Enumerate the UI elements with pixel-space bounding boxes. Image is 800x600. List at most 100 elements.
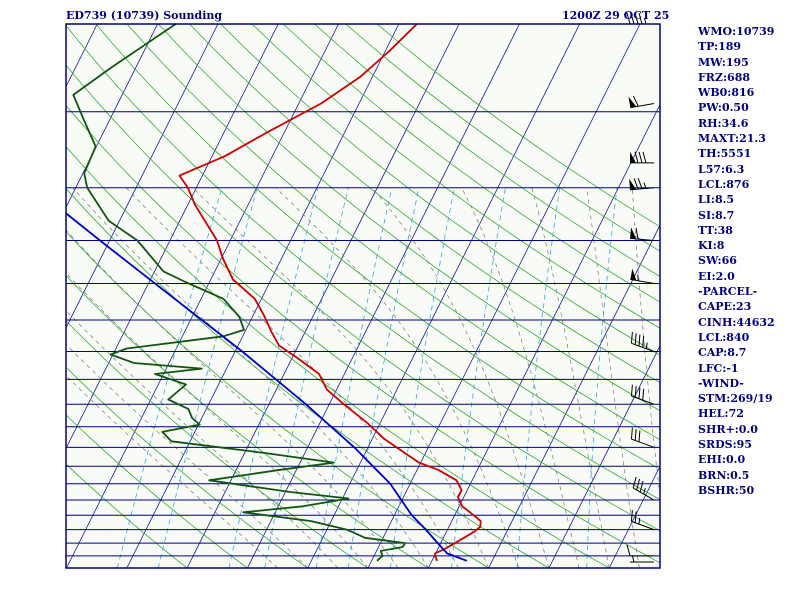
- index-item: CINH:44632: [698, 315, 775, 329]
- index-item: WB0:816: [698, 86, 755, 100]
- wind-barb-flag: [626, 12, 631, 25]
- wind-barb-flag: [634, 385, 637, 398]
- wind-barb-flag: [630, 427, 633, 440]
- index-item: L57:6.3: [698, 162, 745, 176]
- wind-barb-staff: [630, 278, 655, 285]
- index-item: LCL:876: [698, 177, 750, 191]
- wind-barb-pennant: [629, 178, 637, 190]
- wind-barb-flag: [637, 177, 643, 189]
- wind-barb-flag: [642, 336, 645, 348]
- wind-barb-half-flag: [632, 555, 635, 563]
- isotherm-line: [66, 24, 339, 568]
- wind-barb-half-flag: [643, 487, 646, 495]
- moist-adiabat-line: [371, 187, 550, 568]
- wind-barb-flag: [639, 480, 644, 493]
- mixing-ratio-line: [315, 187, 393, 568]
- mixing-ratio-line: [390, 187, 455, 568]
- wind-barb: [630, 427, 655, 448]
- wind-barb: [632, 476, 655, 501]
- wind-barb-flag: [638, 151, 643, 163]
- wind-barb-flag: [638, 334, 641, 347]
- wind-barb-flag: [626, 544, 631, 557]
- index-item: MAXT:21.3: [698, 132, 766, 146]
- wind-barb-half-flag: [638, 517, 641, 525]
- wind-barb-flag: [642, 151, 647, 163]
- index-item: SRDS:95: [698, 438, 752, 452]
- wind-barb-flag: [642, 388, 645, 401]
- isotherm-line: [608, 465, 660, 568]
- index-item: LCL:840: [698, 330, 750, 344]
- index-item: SW:66: [698, 254, 737, 268]
- wind-barb: [630, 509, 655, 531]
- index-item: SI:8.7: [698, 208, 735, 222]
- index-item: TT:38: [698, 223, 733, 237]
- index-item: FRZ:688: [698, 70, 751, 84]
- wind-barb-pennant: [628, 96, 637, 108]
- wind-barb-half-flag: [644, 17, 647, 25]
- isotherm-line: [66, 24, 279, 450]
- isotherm-line: [66, 24, 219, 329]
- chart-title: ED739 (10739) Sounding: [66, 9, 223, 22]
- isotherm-line: [488, 224, 660, 568]
- isotherm-line: [126, 24, 400, 568]
- moist-adiabat-line: [66, 374, 278, 568]
- wind-barb-flag: [634, 12, 639, 25]
- wind-barb-pennant: [630, 268, 637, 281]
- isotherm-line: [367, 24, 641, 568]
- index-item: EI:2.0: [698, 269, 735, 283]
- wind-barb-flag: [634, 429, 637, 441]
- index-item: WMO:10739: [698, 25, 775, 38]
- isotherm-line: [427, 103, 660, 568]
- moist-adiabat-line: [461, 187, 580, 568]
- index-item: LI:8.5: [698, 193, 735, 207]
- wind-barb: [629, 177, 655, 191]
- isotherm-line: [0, 24, 37, 568]
- index-item: CAP:8.7: [698, 346, 747, 360]
- wind-barb-flag: [636, 478, 641, 491]
- wind-barb: [630, 555, 654, 563]
- index-item: PW:0.50: [698, 101, 749, 115]
- index-item: -PARCEL-: [698, 285, 758, 299]
- wind-barb-flag: [630, 331, 633, 344]
- wind-barb: [630, 331, 655, 352]
- parcel-profile: [66, 212, 468, 562]
- plot-frame: [65, 23, 661, 569]
- wind-barb-flag: [633, 178, 639, 190]
- index-item: BRN:0.5: [698, 468, 750, 482]
- stability-indices-panel: WMO:10739 TP:189 MW:195 FRZ:688 WB0:816 PW:0.…: [698, 24, 775, 498]
- wind-barb-flag: [638, 387, 641, 399]
- wind-barb-flag: [630, 509, 633, 522]
- index-item: RH:34.6: [698, 116, 749, 130]
- wind-barb-flag: [635, 227, 639, 240]
- index-item: HEL:72: [698, 407, 744, 421]
- index-item: SHR+:0.0: [698, 422, 758, 436]
- index-item: TH:5551: [698, 147, 752, 161]
- sounding-time: 1200Z 29 OCT 25: [562, 9, 670, 22]
- wind-barb-flag: [632, 95, 639, 107]
- wind-barb-pennant: [630, 227, 637, 239]
- isotherm-line: [548, 344, 660, 568]
- isotherm-line: [307, 24, 581, 568]
- wind-barb-half-flag: [645, 342, 648, 349]
- index-item: CAPE:23: [698, 300, 752, 314]
- wind-barb-flag: [634, 511, 637, 523]
- index-item: -WIND-: [698, 376, 744, 390]
- wind-barb-pennant: [630, 151, 636, 163]
- index-item: TP:189: [698, 40, 742, 54]
- wind-barb: [628, 95, 655, 109]
- isotherm-line: [66, 24, 158, 209]
- wind-barb: [630, 227, 655, 241]
- wind-barb-flag: [634, 151, 639, 163]
- index-item: STM:269/19: [698, 392, 773, 406]
- index-item: EHI:0.0: [698, 453, 746, 467]
- mixing-ratio-line: [347, 187, 420, 568]
- isotherm-line: [247, 24, 520, 568]
- wind-barb-flag: [632, 476, 637, 489]
- moist-adiabat-line: [72, 187, 429, 568]
- wind-barb: [630, 151, 654, 164]
- wind-barb-staff: [630, 237, 655, 241]
- wind-barb-flag: [638, 12, 643, 25]
- index-item: LFC:-1: [698, 361, 739, 375]
- index-item: BSHR:50: [698, 483, 755, 497]
- wind-barb-flag: [630, 384, 633, 397]
